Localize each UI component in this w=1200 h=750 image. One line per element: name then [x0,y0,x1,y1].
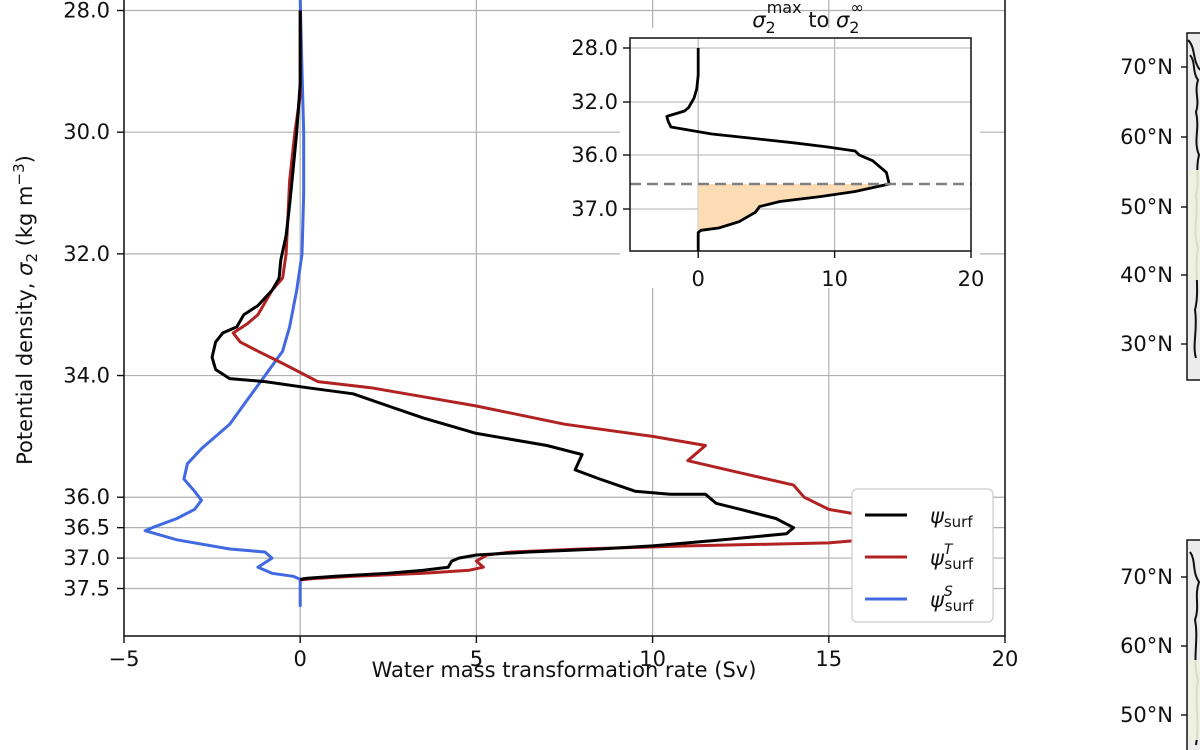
x-tick-label: 0 [294,647,307,671]
inset-title: σ2max to σ2∞ [752,0,864,37]
legend-entry: ψT surf [930,542,974,573]
main-x-axis: −5 0 5 10 15 20 [109,636,1019,671]
latitude-label: 70°N [1120,55,1173,79]
x-axis-label: Water mass transformation rate (Sv) [372,658,757,682]
y-tick-label: 32.0 [63,242,110,266]
inset-series-lines [665,48,891,251]
y-tick-label: 28.0 [63,0,110,23]
legend-entry: ψS surf [930,584,974,615]
x-tick-label: 15 [815,647,842,671]
top-map-panel [1186,32,1200,381]
inset-shaded-area [698,184,890,233]
inset-y-axis: 28.0 32.0 36.0 37.0 [571,36,630,221]
main-plot-frame [123,0,1006,637]
inset-x-tick-label: 20 [958,267,985,291]
y-tick-label: 36.5 [63,516,110,540]
inset-y-tick-label: 36.0 [571,143,618,167]
x-tick-label: 5 [470,647,483,671]
inset-x-tick-label: 0 [692,267,705,291]
latitude-label: 50°N [1120,195,1173,219]
inset-y-tick-label: 37.0 [571,197,618,221]
y-tick-label: 36.0 [63,485,110,509]
top-map-latitude-labels: 70°N 60°N 50°N 40°N 30°N [1120,55,1187,356]
inset-frame [629,37,972,252]
latitude-label: 30°N [1120,332,1173,356]
inset-series-line [665,48,891,251]
latitude-label: 70°N [1120,565,1173,589]
inset-chart: 0 10 20 28.0 32.0 36.0 37.0 σ2max to σ2∞ [571,0,984,291]
inset-y-tick-label: 28.0 [571,36,618,60]
bottom-map-panel [1186,539,1200,750]
series-line-psi-surf-s [143,0,306,607]
main-series-lines [143,0,954,607]
legend-box [851,488,994,623]
latitude-label: 50°N [1120,703,1173,727]
bottom-map-latitude-labels: 70°N 60°N 50°N [1120,565,1187,727]
y-tick-label: 30.0 [63,120,110,144]
main-y-axis: 28.0 30.0 32.0 34.0 36.0 36.5 37.0 37.5 [63,0,124,601]
legend: ψsurf ψT surf ψS surf [851,488,994,623]
inset-y-tick-label: 32.0 [571,90,618,114]
y-tick-label: 37.5 [63,577,110,601]
latitude-label: 60°N [1120,125,1173,149]
legend-entry: ψsurf [930,504,973,531]
y-axis-label: Potential density, σ2 (kg m−3) [10,155,41,465]
y-tick-label: 37.0 [63,546,110,570]
inset-background [620,28,980,288]
latitude-label: 60°N [1120,634,1173,658]
inset-x-tick-label: 10 [821,267,848,291]
inset-x-axis: 0 10 20 [692,251,985,291]
x-tick-label: 10 [639,647,666,671]
right-map-panels: 70°N 60°N 50°N 40°N 30°N 70°N 60°N 50°N [1120,32,1200,750]
latitude-label: 40°N [1120,263,1173,287]
x-tick-label: 20 [992,647,1019,671]
x-tick-label: −5 [109,647,140,671]
series-line-psi-surf [210,10,796,581]
y-tick-label: 34.0 [63,364,110,388]
